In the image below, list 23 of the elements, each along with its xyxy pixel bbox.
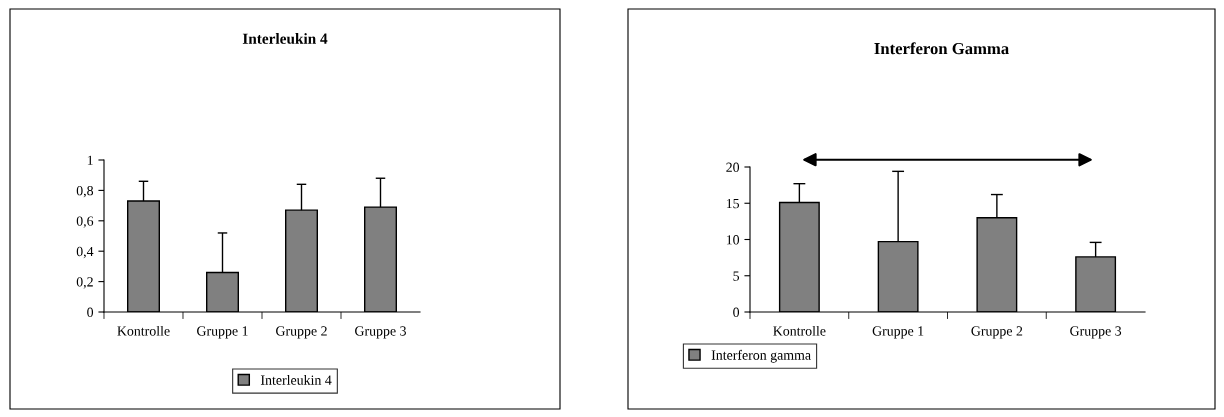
x-tick-label: Gruppe 3: [355, 326, 406, 339]
y-tick-label: 0: [87, 307, 94, 317]
y-tick-label: 0: [733, 307, 740, 317]
x-tick-label: Kontrolle: [117, 325, 170, 336]
y-tick-label: 0,2: [76, 277, 93, 289]
y-tick-label: 15: [726, 198, 740, 209]
y-tick-label: 10: [726, 235, 740, 245]
x-tick-label: Gruppe 1: [872, 326, 924, 339]
y-tick-label: 1: [87, 155, 93, 165]
x-tick-label: Gruppe 3: [1070, 326, 1122, 339]
y-tick-label: 5: [733, 271, 740, 281]
legend-label: Interleukin 4: [260, 375, 332, 385]
legend-label: Interferon gamma: [711, 349, 811, 363]
y-tick-label: 0,8: [76, 185, 94, 198]
chart-title: Interferon Gamma: [874, 42, 1009, 55]
y-tick-label: 0,4: [76, 246, 94, 259]
chart-title: Interleukin 4: [242, 33, 328, 44]
x-tick-label: Gruppe 2: [971, 326, 1023, 339]
x-tick-label: Gruppe 1: [197, 326, 248, 339]
y-tick-label: 20: [726, 162, 740, 172]
y-tick-label: 0,6: [76, 216, 94, 228]
x-tick-label: Gruppe 2: [276, 326, 327, 339]
x-tick-label: Kontrolle: [773, 325, 826, 336]
